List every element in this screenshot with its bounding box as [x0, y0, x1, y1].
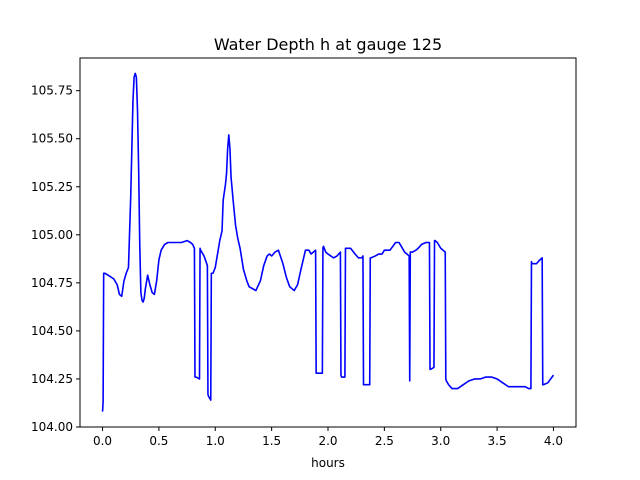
x-tick-label: 3.0 [431, 434, 450, 448]
y-tick-label: 105.25 [31, 180, 73, 194]
y-tick-label: 105.75 [31, 84, 73, 98]
y-tick-label: 105.50 [31, 132, 73, 146]
x-tick-label: 1.5 [262, 434, 281, 448]
y-tick-label: 104.00 [31, 420, 73, 434]
plot-frame [79, 57, 577, 428]
series-layer [101, 72, 555, 412]
x-tick-label: 2.5 [375, 434, 394, 448]
x-tick-label: 4.0 [544, 434, 563, 448]
x-axis: 0.0 0.5 1.0 1.5 2.0 2.5 3.0 3.5 4.0 [93, 427, 563, 448]
chart-title: Water Depth h at gauge 125 [214, 35, 442, 54]
x-axis-label: hours [311, 456, 345, 470]
x-tick-label: 0.0 [93, 434, 112, 448]
y-tick-label: 104.25 [31, 372, 73, 386]
x-tick-label: 3.5 [488, 434, 507, 448]
series-line-0 [101, 72, 555, 412]
y-tick-label: 105.00 [31, 228, 73, 242]
x-tick-label: 2.0 [318, 434, 337, 448]
y-tick-label: 104.75 [31, 276, 73, 290]
y-axis: 104.00 104.25 104.50 104.75 105.00 105.25 105.… [31, 84, 80, 434]
y-tick-label: 104.50 [31, 324, 73, 338]
x-tick-label: 1.0 [206, 434, 225, 448]
x-tick-label: 0.5 [149, 434, 168, 448]
